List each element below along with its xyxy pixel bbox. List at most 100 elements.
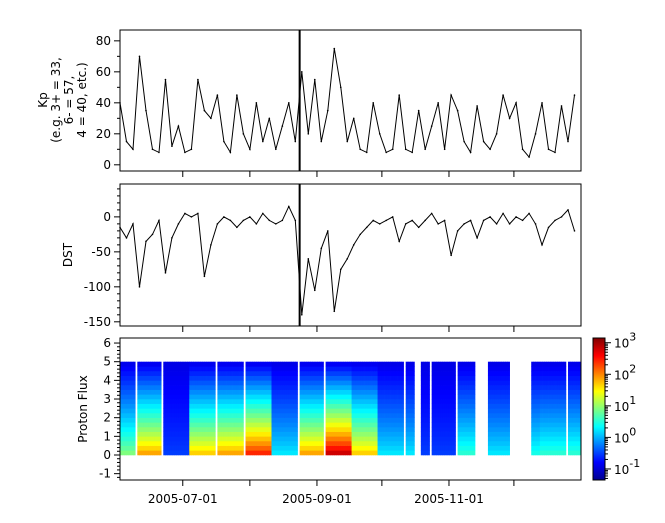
heatmap-cell [252, 399, 255, 404]
heatmap-cell [176, 450, 179, 456]
heatmap-cell [184, 436, 188, 442]
heatmap-cell [500, 380, 504, 386]
heatmap-cell [154, 431, 158, 437]
heatmap-cell [535, 441, 539, 446]
heatmap-cell [265, 422, 268, 428]
heatmap-cell [448, 375, 452, 381]
heatmap-cell [189, 427, 192, 432]
heatmap-cell [206, 436, 210, 442]
heatmap-cell [319, 436, 322, 442]
heatmap-cell [568, 450, 571, 456]
heatmap-cell [277, 380, 281, 386]
heatmap-cell [405, 385, 409, 390]
heatmap-cell [316, 450, 320, 456]
heatmap-cell [368, 450, 372, 456]
heatmap-cell [332, 408, 335, 414]
heatmap-cell [126, 385, 130, 390]
heatmap-cell [226, 413, 229, 418]
heatmap-cell [232, 394, 236, 400]
heatmap-cell [535, 394, 539, 400]
heatmap-cell [141, 375, 145, 381]
heatmap-cell [141, 441, 145, 446]
heatmap-cell [232, 417, 236, 423]
heatmap-cell [332, 431, 335, 437]
heatmap-cell [145, 394, 149, 400]
heatmap-cell [290, 371, 294, 376]
heatmap-cell [578, 380, 581, 386]
heatmap-cell [232, 450, 236, 456]
heatmap-cell [453, 441, 456, 446]
heatmap-cell [180, 445, 184, 451]
heatmap-cell [208, 436, 212, 442]
heatmap-cell [342, 445, 346, 451]
heatmap-cell [576, 422, 580, 428]
heatmap-cell [301, 403, 305, 409]
heatmap-cell [448, 422, 452, 428]
heatmap-cell [252, 445, 255, 451]
heatmap-cell [169, 450, 173, 456]
heatmap-cell [139, 445, 143, 451]
heatmap-cell [401, 366, 404, 372]
heatmap-cell [193, 385, 197, 390]
heatmap-cell [505, 385, 508, 390]
heatmap-cell [435, 417, 439, 423]
heatmap-cell [412, 394, 415, 400]
heatmap-cell [407, 450, 411, 456]
heatmap-cell [494, 445, 497, 451]
heatmap-cell [375, 441, 378, 446]
heatmap-cell [223, 436, 227, 442]
heatmap-cell [386, 431, 389, 437]
heatmap-cell [381, 450, 385, 456]
heatmap-cell [169, 422, 173, 428]
heatmap-cell [431, 408, 435, 414]
heatmap-cell [578, 441, 581, 446]
heatmap-cell [572, 441, 575, 446]
heatmap-cell [578, 450, 581, 456]
kp-point [437, 102, 439, 104]
kp-point [469, 151, 472, 154]
heatmap-cell [258, 380, 262, 386]
heatmap-cell [542, 417, 545, 423]
heatmap-cell [286, 422, 290, 428]
heatmap-cell [174, 361, 177, 367]
heatmap-cell [189, 441, 192, 446]
heatmap-cell [234, 445, 238, 451]
heatmap-cell [219, 389, 223, 395]
heatmap-cell [431, 380, 435, 386]
heatmap-cell [174, 422, 177, 428]
heatmap-cell [334, 436, 337, 442]
heatmap-cell [182, 441, 186, 446]
heatmap-cell [574, 417, 578, 423]
heatmap-cell [258, 445, 262, 451]
heatmap-cell [345, 450, 348, 456]
heatmap-cell [503, 431, 506, 437]
heatmap-cell [435, 403, 439, 409]
heatmap-cell [492, 380, 495, 386]
heatmap-cell [355, 445, 359, 451]
heatmap-cell [552, 445, 556, 451]
heatmap-cell [165, 408, 169, 414]
heatmap-cell [490, 361, 493, 367]
heatmap-cell [176, 399, 179, 404]
heatmap-cell [152, 450, 156, 456]
heatmap-cell [236, 361, 240, 367]
heatmap-cell [156, 431, 160, 437]
heatmap-cell [446, 413, 450, 418]
heatmap-cell [271, 427, 275, 432]
heatmap-cell [217, 422, 220, 428]
heatmap-cell [461, 361, 465, 367]
heatmap-cell [498, 375, 502, 381]
heatmap-cell [234, 436, 238, 442]
heatmap-cell [494, 403, 497, 409]
heatmap-cell [362, 422, 365, 428]
heatmap-cell [267, 427, 270, 432]
heatmap-cell [453, 403, 456, 409]
heatmap-cell [124, 408, 127, 414]
kp-point [301, 71, 303, 73]
heatmap-cell [154, 450, 158, 456]
heatmap-cell [468, 389, 472, 395]
heatmap-cell [145, 436, 149, 442]
heatmap-cell [397, 399, 400, 404]
heatmap-cell [433, 445, 437, 451]
heatmap-cell [336, 422, 339, 428]
